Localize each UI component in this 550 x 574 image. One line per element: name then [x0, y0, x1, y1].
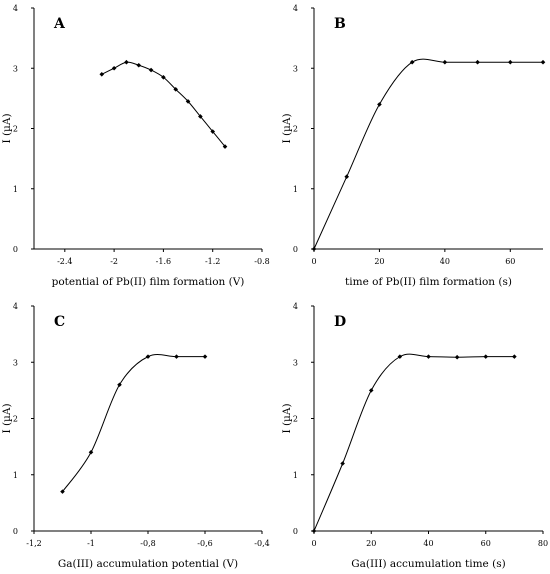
data-point	[507, 59, 513, 65]
y-tick-label: 3	[293, 64, 298, 73]
data-point	[185, 99, 191, 104]
panel-label: C	[54, 314, 65, 330]
x-axis-label: Ga(III) accumulation time (s)	[351, 558, 505, 570]
y-axis-label: I (µA)	[1, 403, 13, 433]
data-point	[99, 71, 105, 77]
data-point	[124, 59, 129, 65]
chart-panel-A: 0 1 2 3 4 -2.4 -2 -1.6 -1.2 -0.8 potential of Pb(I…	[1, 4, 270, 288]
data-point	[173, 87, 179, 92]
y-tick-label: 4	[293, 302, 298, 311]
series-line	[313, 58, 543, 250]
data-point	[368, 388, 374, 393]
x-axis-label: potential of Pb(II) film formation (V)	[52, 276, 245, 288]
y-tick-label: 3	[13, 64, 18, 73]
x-tick-label: -2.4	[57, 257, 72, 266]
data-point	[136, 62, 142, 68]
x-tick-label: 0	[311, 257, 316, 266]
data-point	[210, 129, 216, 134]
data-point	[117, 382, 122, 388]
x-tick-label: -0,4	[254, 539, 269, 548]
y-tick-label: 0	[293, 245, 298, 254]
data-point	[174, 354, 179, 359]
data-point	[340, 461, 345, 466]
y-tick-label: 0	[13, 527, 18, 536]
y-tick-label: 2	[293, 125, 298, 134]
x-tick-label: 80	[538, 539, 548, 548]
x-tick-label: -2	[110, 257, 118, 266]
y-tick-label: 4	[293, 4, 298, 13]
series-line	[313, 353, 515, 532]
data-point	[377, 102, 382, 107]
x-axis-label: Ga(III) accumulation potential (V)	[58, 558, 238, 570]
x-tick-label: 40	[423, 539, 433, 548]
x-tick-label: 20	[366, 539, 376, 548]
data-point	[483, 354, 489, 359]
data-point	[60, 489, 65, 494]
data-point	[198, 114, 203, 119]
x-axis-label: time of Pb(II) film formation (s)	[345, 276, 512, 288]
panel-label: D	[334, 314, 346, 330]
data-point	[311, 246, 317, 252]
y-tick-label: 0	[293, 527, 298, 536]
y-tick-label: 1	[13, 471, 18, 480]
y-tick-label: 1	[293, 471, 298, 480]
panel-label: A	[53, 16, 66, 32]
data-point	[88, 449, 94, 455]
series-line	[62, 354, 205, 492]
y-tick-label: 3	[13, 358, 18, 367]
x-tick-label: 60	[481, 539, 491, 548]
x-tick-label: -1.2	[205, 257, 220, 266]
chart-panel-C: 0 1 2 3 4 -1,2 -1 -0,8 -0,6 -0,4 Ga(III) accumulat…	[1, 302, 270, 570]
y-tick-label: 2	[13, 415, 18, 424]
data-point	[161, 74, 166, 80]
panel-label: B	[334, 16, 346, 32]
y-axis-label: I (µA)	[281, 403, 293, 433]
data-point	[540, 59, 546, 65]
data-point	[426, 354, 431, 359]
series-line	[101, 61, 226, 147]
data-point	[202, 354, 208, 359]
y-tick-label: 3	[293, 358, 298, 367]
data-point	[512, 354, 517, 359]
x-tick-label: -1	[87, 539, 95, 548]
data-point	[397, 354, 403, 359]
y-tick-label: 2	[13, 125, 18, 134]
x-tick-label: -0,8	[140, 539, 155, 548]
x-tick-label: 60	[505, 257, 515, 266]
data-point	[145, 354, 151, 359]
x-tick-label: 20	[374, 257, 384, 266]
y-tick-label: 4	[13, 4, 18, 13]
y-axis-label: I (µA)	[281, 113, 293, 143]
x-tick-label: 40	[440, 257, 450, 266]
data-point	[409, 59, 415, 65]
y-tick-label: 1	[13, 185, 18, 194]
data-point	[475, 59, 480, 65]
data-point	[311, 528, 317, 534]
x-tick-label: -0,6	[197, 539, 212, 548]
y-axis-label: I (µA)	[1, 113, 13, 143]
data-point	[148, 67, 154, 73]
x-tick-label: -1,2	[26, 539, 41, 548]
data-point	[442, 59, 448, 65]
data-point	[344, 174, 350, 179]
data-point	[222, 144, 228, 149]
data-point	[454, 354, 460, 360]
y-tick-label: 1	[293, 185, 298, 194]
y-tick-label: 4	[13, 302, 18, 311]
x-tick-label: -1.6	[156, 257, 171, 266]
x-tick-label: 0	[311, 539, 316, 548]
y-tick-label: 0	[13, 245, 18, 254]
data-point	[111, 65, 117, 71]
y-tick-label: 2	[293, 415, 298, 424]
x-tick-label: -0.8	[254, 257, 269, 266]
